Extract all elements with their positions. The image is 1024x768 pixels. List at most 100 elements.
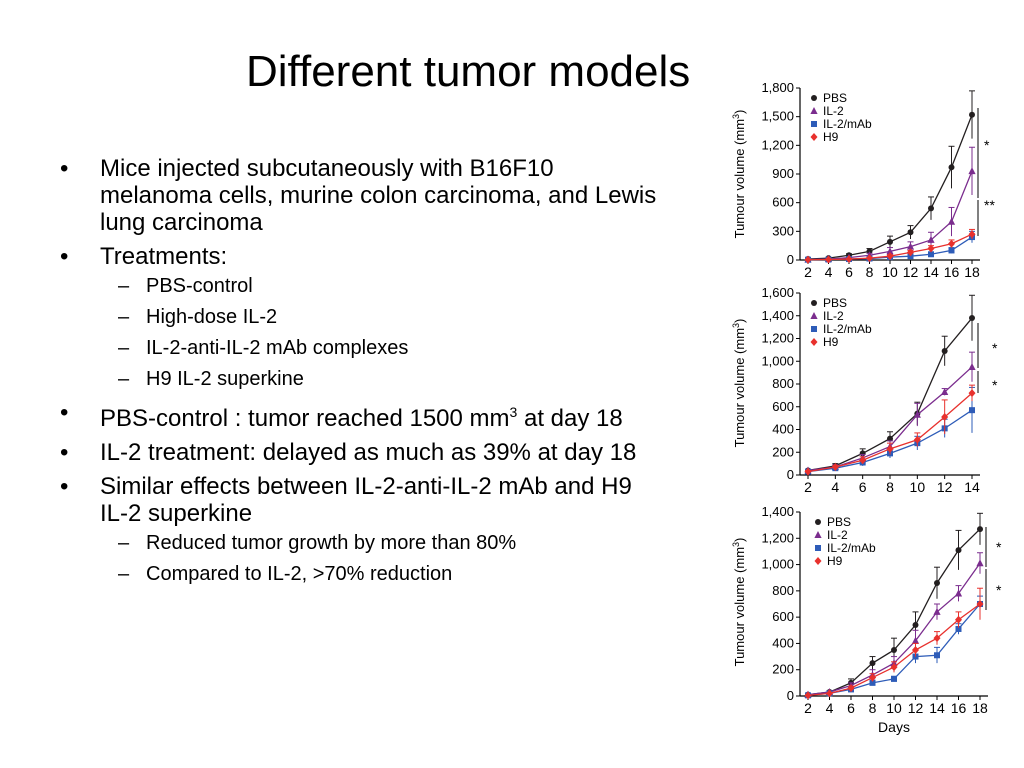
- legend-label: PBS: [823, 91, 847, 105]
- sub-bullet-item: – IL-2-anti-IL-2 mAb complexes: [60, 336, 660, 361]
- sub-bullet-text: High-dose IL-2: [146, 306, 278, 328]
- data-point: [886, 252, 894, 261]
- data-point: [804, 467, 812, 476]
- x-tick-label: 4: [831, 479, 839, 493]
- y-tick-label: 1,400: [761, 504, 794, 519]
- data-point: [912, 622, 919, 629]
- y-tick-label: 1,000: [761, 557, 794, 572]
- bullet-item: • PBS-control : tumor reached 1500 mm3 a…: [60, 399, 660, 432]
- data-point: [933, 634, 941, 643]
- bullet-marker: •: [60, 473, 69, 500]
- data-point: [927, 244, 935, 253]
- y-tick-label: 800: [772, 583, 794, 598]
- data-point: [928, 205, 934, 212]
- data-point: [968, 362, 976, 370]
- y-axis-label: Tumour volume (mm3): [731, 110, 747, 239]
- chart-panel-melanoma: 0 300 600 900 1,200 1,500 1,800 2 4 6 8 10 12 14 16 18 T…: [722, 78, 1012, 278]
- y-tick-label: 1,800: [761, 80, 794, 95]
- data-point: [948, 247, 955, 254]
- bullet-marker: •: [60, 243, 69, 270]
- x-tick-label: 8: [886, 479, 894, 493]
- series-line: [807, 562, 981, 696]
- y-tick-label: 1,200: [761, 530, 794, 545]
- x-tick-label: 8: [866, 264, 874, 278]
- data-point: [890, 663, 898, 672]
- data-point: [847, 684, 855, 693]
- data-point: [977, 526, 983, 533]
- data-point: [886, 247, 894, 255]
- series-il-2-mab: [805, 386, 975, 475]
- sub-bullet-text: Reduced tumor growth by more than 80%: [146, 532, 517, 554]
- legend-marker: [815, 545, 821, 551]
- data-point: [869, 673, 876, 682]
- data-point: [941, 412, 949, 421]
- y-tick-label: 600: [772, 399, 794, 414]
- bullet-text: Mice injected subcutaneously with B16F10…: [100, 155, 657, 236]
- data-point: [948, 239, 955, 248]
- data-point: [976, 559, 984, 567]
- y-tick-label: 300: [772, 223, 794, 238]
- legend-label: IL-2/mAb: [823, 117, 872, 131]
- sub-bullet-text: Compared to IL-2, >70% reduction: [146, 563, 453, 585]
- chart-panel-lung: 0 200 400 600 800 1,000 1,200 1,400 2 4 6 8 10 12 14 16…: [722, 502, 1012, 742]
- sub-bullet-text: IL-2-anti-IL-2 mAb complexes: [146, 337, 409, 359]
- data-point: [907, 229, 914, 236]
- y-tick-label: 1,500: [761, 109, 794, 124]
- slide-title: Different tumor models: [246, 47, 691, 96]
- x-tick-label: 12: [908, 700, 924, 716]
- tumour-volume-chart-3: 0 200 400 600 800 1,000 1,200 1,400 2 4 6 8 10 12 14 16…: [731, 504, 1002, 735]
- dash-marker: –: [118, 306, 130, 328]
- sub-bullet-text: H9 IL-2 superkine: [146, 368, 304, 390]
- x-tick-label: 6: [859, 479, 867, 493]
- bullet-text: Treatments:: [100, 243, 228, 270]
- x-tick-label: 12: [903, 264, 919, 278]
- data-point: [911, 636, 920, 644]
- y-tick-label: 1,400: [761, 308, 794, 323]
- series-h9: [804, 384, 976, 476]
- data-point: [968, 389, 976, 398]
- bullet-item: • IL-2 treatment: delayed as much as 39%…: [60, 439, 660, 466]
- legend-marker: [810, 107, 818, 114]
- y-tick-label: 400: [772, 635, 794, 650]
- x-tick-label: 4: [825, 264, 833, 278]
- legend-marker: [810, 338, 818, 346]
- legend-marker: [815, 519, 821, 525]
- data-point: [954, 589, 963, 597]
- y-tick-label: 900: [772, 166, 794, 181]
- bullet-item: • Treatments: – PBS-control – High-dose IL…: [60, 243, 660, 392]
- bullet-item: • Mice injected subcutaneously with B16F…: [60, 155, 660, 236]
- x-tick-label: 2: [804, 479, 812, 493]
- dash-marker: –: [118, 337, 130, 359]
- legend-marker: [811, 95, 817, 101]
- data-point: [941, 348, 948, 355]
- x-tick-label: 14: [929, 700, 945, 716]
- data-point: [933, 607, 941, 615]
- data-point: [969, 111, 975, 118]
- bullet-marker: •: [60, 399, 69, 426]
- sub-bullet-item: – High-dose IL-2: [60, 305, 660, 330]
- data-point: [859, 456, 867, 465]
- x-tick-label: 14: [964, 479, 980, 493]
- legend-marker: [810, 312, 818, 319]
- bullet-text: IL-2 treatment: delayed as much as 39% a…: [100, 439, 637, 466]
- data-point: [804, 691, 812, 700]
- x-tick-label: 8: [869, 700, 877, 716]
- bullet-marker: •: [60, 155, 69, 182]
- x-tick-label: 14: [923, 264, 939, 278]
- data-point: [928, 251, 934, 258]
- legend-marker: [811, 121, 817, 127]
- sub-bullet-list: – Reduced tumor growth by more than 80% –…: [100, 531, 660, 587]
- dash-marker: –: [118, 563, 130, 585]
- chart-panel-colon: 0 200 400 600 800 1,000 1,200 1,400 1,600 2 4 6 8 10 1…: [722, 283, 1012, 493]
- data-point: [955, 547, 962, 554]
- significance-marker: **: [984, 197, 995, 213]
- legend-marker: [814, 531, 822, 538]
- y-tick-label: 200: [772, 444, 794, 459]
- bullet-text: Similar effects between IL-2-anti-IL-2 m…: [100, 473, 632, 527]
- superscript: 3: [509, 404, 518, 420]
- legend-marker: [814, 557, 822, 565]
- data-point: [906, 242, 915, 250]
- dash-marker: –: [118, 368, 130, 390]
- legend-label: H9: [823, 130, 839, 144]
- x-tick-label: 18: [972, 700, 988, 716]
